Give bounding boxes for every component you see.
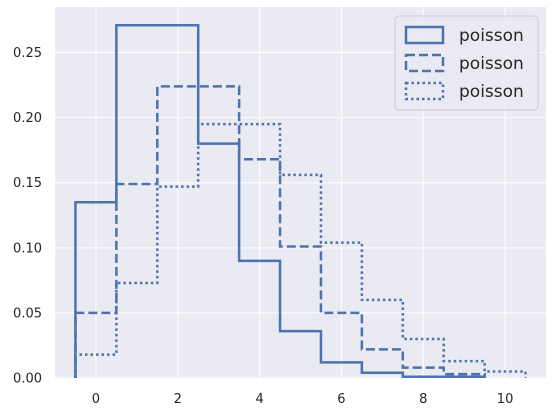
legend: poisson poisson poisson [394,15,539,111]
y-tick-label: 0.15 [13,176,42,191]
legend-item: poisson [404,81,524,102]
legend-box [394,15,539,111]
y-tick-label: 0.05 [13,306,42,321]
legend-item: poisson [404,25,524,46]
legend-swatch-dotted [404,81,445,101]
y-tick-label: 0.10 [13,241,42,256]
series-layer [74,23,527,378]
x-tick-label: 10 [497,392,514,407]
grid-lines [55,7,546,379]
y-tick-label: 0.25 [13,46,42,61]
legend-label: poisson [459,54,524,74]
legend-label: poisson [459,26,524,46]
series-dotted-line [74,122,527,378]
y-tick-label: 0.20 [13,111,42,126]
legend-label: poisson [459,82,524,102]
series-dashed-line [74,85,486,378]
series-solid-line [74,23,486,378]
legend-item: poisson [404,53,524,74]
x-tick-label: 8 [419,392,427,407]
y-tick-label: 0.00 [13,372,42,387]
x-tick-label: 0 [92,392,100,407]
tick-labels: 0 2 4 6 8 10 0.00 0.05 0.10 0.15 0.20 0.25 [13,46,513,407]
legend-swatch-dashed [404,53,445,73]
legend-swatch-solid [404,25,445,45]
x-tick-label: 4 [255,392,263,407]
x-tick-label: 6 [337,392,345,407]
x-tick-label: 2 [174,392,182,407]
